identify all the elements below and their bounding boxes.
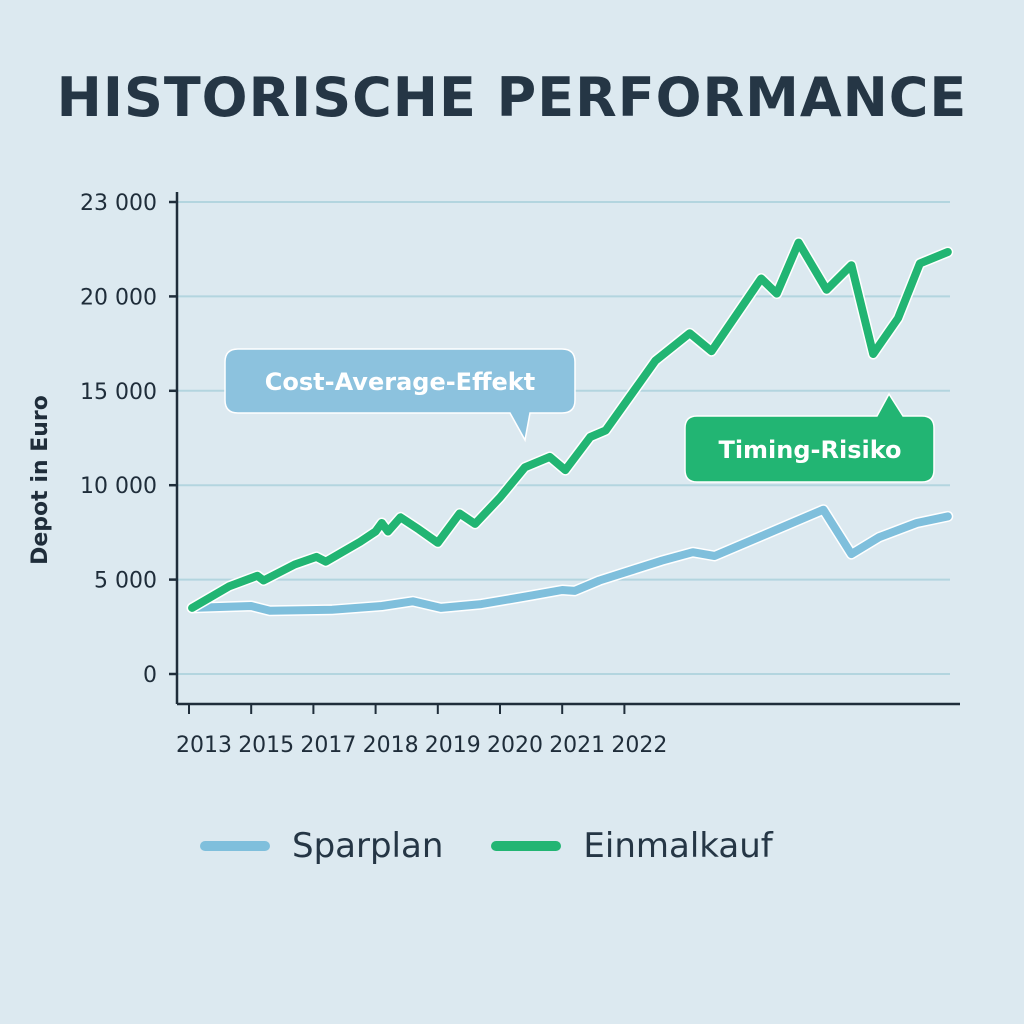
annotation-cost-average-text: Cost-Average-Effekt (265, 368, 535, 396)
y-tick-label: 20 000 (80, 285, 157, 310)
legend-swatch-sparplan (200, 841, 270, 851)
x-tick-label: 2022 (611, 733, 667, 758)
axes (175, 192, 960, 706)
legend-item-einmalkauf[interactable]: Einmalkauf (491, 826, 773, 866)
legend-label-einmalkauf: Einmalkauf (583, 826, 773, 866)
annotation-cost-average-bubble (224, 348, 576, 443)
legend-swatch-einmalkauf (491, 841, 562, 851)
x-tick-label: 2021 (549, 733, 605, 758)
y-tick-label: 23 000 (80, 191, 157, 216)
x-tick-label: 2020 (487, 733, 543, 758)
legend: Sparplan Einmalkauf (200, 826, 821, 866)
y-tick-label: 5 000 (94, 569, 157, 594)
x-tick-label: 2013 (176, 733, 232, 758)
y-tick-label: 0 (143, 663, 157, 688)
chart-title: HISTORISCHE PERFORMANCE (56, 66, 968, 129)
y-axis-ticks: 0 5 000 10 000 15 000 20 000 23 000 (80, 191, 177, 688)
legend-label-sparplan: Sparplan (292, 826, 444, 866)
series-lines (186, 237, 954, 617)
x-tick-label: 2019 (425, 733, 481, 758)
x-axis-ticks: 2013 2015 2017 2018 2019 2020 2021 2022 (176, 704, 667, 758)
annotation-timing-risiko-text: Timing-Risiko (718, 436, 901, 464)
y-axis-title: Depot in Euro (28, 395, 53, 565)
x-tick-label: 2015 (238, 733, 294, 758)
legend-item-sparplan[interactable]: Sparplan (200, 826, 443, 866)
annotation-timing-risiko-bubble (684, 392, 935, 483)
annotation-cost-average: Cost-Average-Effekt (224, 348, 576, 443)
annotation-timing-risiko: Timing-Risiko (684, 392, 935, 483)
x-tick-label: 2017 (300, 733, 356, 758)
y-tick-label: 10 000 (80, 474, 157, 499)
y-tick-label: 15 000 (80, 380, 157, 405)
x-tick-label: 2018 (363, 733, 419, 758)
